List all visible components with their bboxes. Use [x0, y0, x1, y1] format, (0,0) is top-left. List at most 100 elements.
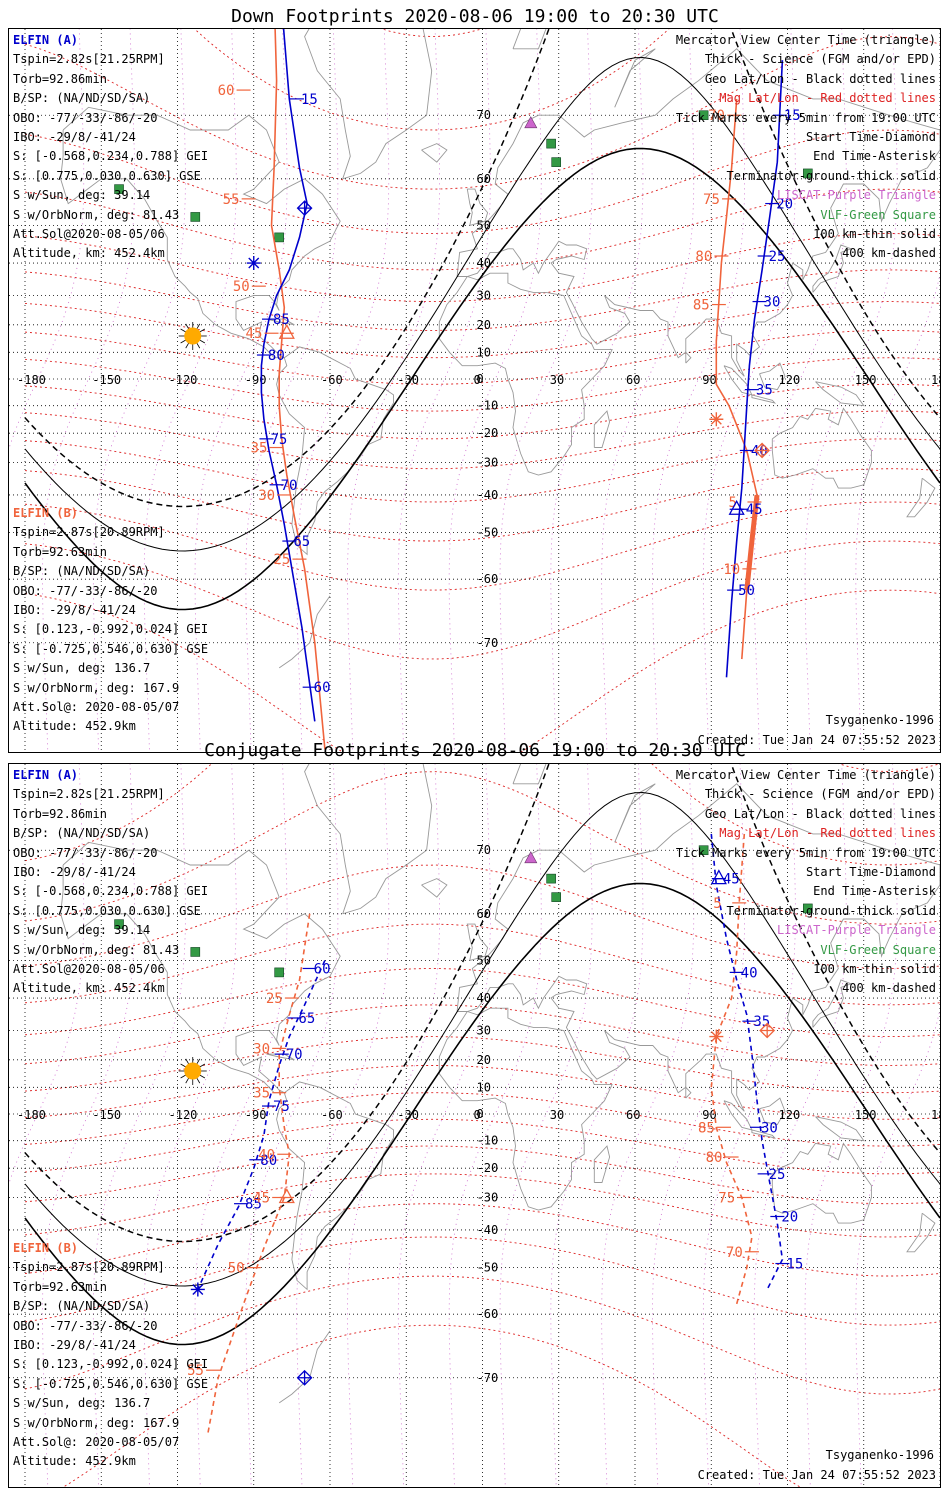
track-tick-label: 80 [695, 249, 712, 265]
coastline [815, 381, 865, 407]
elfin-b-info: ELFIN (B) Tspin=2.87s[20.89RPM] Torb=92.63… [13, 1239, 208, 1472]
mag-lat-line [24, 1092, 940, 1147]
lon-axis-label: 150 [855, 373, 877, 387]
coastline [276, 1081, 394, 1291]
track-tick-label: 25 [274, 552, 291, 568]
vlf-square-icon [803, 168, 813, 179]
elfin-b-param: Tspin=2.87s[20.89RPM] [13, 1260, 165, 1275]
lon-axis-label: 0 [474, 1108, 481, 1122]
terminator-400km-line [730, 29, 940, 419]
coastline [759, 1097, 786, 1126]
track-tick-label: 40 [741, 965, 758, 981]
coastline [812, 244, 853, 293]
track-tick-label: 65 [293, 534, 310, 550]
track-tick-label: 55 [187, 1363, 204, 1379]
elfin-a-param: Tspin=2.82s[21.25RPM] [13, 787, 165, 802]
coastline [304, 764, 433, 915]
lat-axis-label: 70 [477, 843, 491, 857]
track-tick-label: 45 [723, 872, 740, 888]
legend-entry: Mercator View Center Time (triangle) [675, 768, 936, 782]
elfin-a-param: Torb=92.86min [13, 71, 107, 86]
lat-axis-label: 20 [477, 318, 491, 332]
coastline [278, 595, 331, 669]
track-tick-label: 60 [314, 961, 331, 977]
elfin-b-track-west [207, 913, 311, 1433]
mag-lat-line [24, 1004, 940, 1066]
mag-lat-line [24, 764, 940, 866]
lon-axis-label: -90 [245, 1108, 267, 1122]
coastline [771, 407, 872, 489]
vlf-square-icon [803, 903, 813, 914]
track-tick-label: 75 [703, 192, 720, 208]
coastline [751, 1129, 777, 1139]
lon-axis-label: -60 [321, 373, 343, 387]
lat-axis-label: 30 [477, 289, 491, 303]
lat-axis-label: 0 [477, 1107, 484, 1121]
elfin-b-param: Torb=92.63min [13, 544, 107, 559]
vlf-square-icon [546, 873, 556, 884]
track-tick-label: 60 [218, 83, 235, 99]
coastline [812, 979, 853, 1028]
model-label: Tsyganenko-1996 [825, 713, 934, 727]
elfin-b-end-asterisk [709, 1029, 724, 1044]
coastline [466, 188, 489, 226]
elfin-a-label: ELFIN (A) [13, 768, 79, 782]
elfin-a-label: ELFIN (A) [13, 33, 79, 47]
track-tick-label: 20 [781, 1209, 798, 1225]
elfin-a-param: Att.Sol@2020-08-05/06 [13, 227, 165, 242]
track-tick-label: 45 [246, 326, 263, 342]
mag-lat-line [62, 1324, 801, 1487]
vlf-square-icon [698, 845, 709, 856]
elfin-a-param: Tspin=2.82s[21.25RPM] [13, 52, 165, 67]
elfin-a-param: OBO: -77/-33/-86/-20 [13, 110, 158, 125]
lon-axis-label: -150 [92, 373, 121, 387]
lat-axis-label: -40 [477, 488, 499, 502]
legend-entry: End Time-Asterisk [813, 149, 936, 164]
elfin-a-param: Att.Sol@2020-08-05/06 [13, 962, 165, 977]
track-tick-label: 70 [286, 1047, 303, 1063]
track-tick-label: 35 [753, 1014, 770, 1030]
elfin-b-label: ELFIN (B) [13, 1241, 79, 1255]
elfin-a-start-diamond [296, 200, 313, 217]
coastline [512, 764, 547, 785]
elfin-a-end-asterisk [190, 1282, 205, 1297]
elfin-b-end-asterisk [709, 412, 724, 427]
elfin-b-param: B/SP: (NA/ND/SD/SA) [13, 564, 151, 579]
lon-axis-label: 120 [779, 1108, 801, 1122]
track-tick-label: 80 [268, 348, 285, 364]
mag-lat-line [24, 301, 940, 359]
lon-axis-label: -120 [169, 373, 198, 387]
elfin-b-param: IBO: -29/8/-41/24 [13, 603, 136, 618]
lat-axis-label: 40 [477, 991, 491, 1005]
map-canvas: -180 -150 -120 -90 -60 -30 0 30 60 90 120 150 180 70 6… [9, 764, 940, 1487]
elfin-b-param: S w/Sun, deg: 136.7 [13, 661, 151, 676]
elfin-a-track-east [710, 833, 784, 1290]
lon-axis-label: 30 [550, 373, 564, 387]
mag-meridian-line [347, 764, 441, 1485]
terminator-ground-line [24, 882, 940, 1346]
coastline [815, 1116, 865, 1142]
elfin-b-track-west [270, 29, 326, 750]
mag-lat-line [24, 330, 940, 385]
mag-lat-line [24, 233, 940, 303]
lon-axis-label: -180 [17, 1108, 46, 1122]
elfin-b-param: Att.Sol@: 2020-08-05/07 [13, 700, 180, 715]
lon-axis-label: 90 [702, 373, 716, 387]
coastline [614, 48, 656, 108]
track-tick-label: 30 [761, 1120, 778, 1136]
lon-axis-label: -150 [92, 1108, 121, 1122]
coastline [456, 783, 940, 1112]
elfin-a-start-diamond [296, 1369, 313, 1386]
vlf-square-icon [114, 919, 124, 929]
mag-lat-line [24, 188, 940, 271]
coastline [685, 1086, 692, 1099]
elfin-a-param: S: [-0.568,0.234,0.788] GEI [13, 149, 209, 164]
legend-entry: Start Time-Diamond [805, 130, 936, 145]
elfin-a-param: S w/Sun, deg: 39.14 [13, 923, 151, 938]
vlf-square-icon [114, 184, 124, 194]
elfin-a-param: B/SP: (NA/ND/SD/SA) [13, 91, 151, 106]
track-tick-label: 70 [281, 478, 298, 494]
created-timestamp: Created: Tue Jan 24 07:55:52 2023 [697, 1468, 936, 1482]
legend-entry: Mag Lat/Lon - Red dotted lines [719, 826, 936, 841]
track-tick-label: 15 [301, 92, 318, 108]
